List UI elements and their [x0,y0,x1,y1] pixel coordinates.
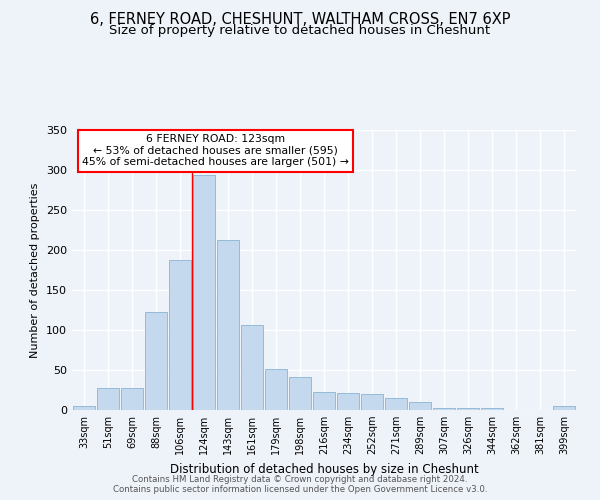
Y-axis label: Number of detached properties: Number of detached properties [31,182,40,358]
Text: 6 FERNEY ROAD: 123sqm
← 53% of detached houses are smaller (595)
45% of semi-det: 6 FERNEY ROAD: 123sqm ← 53% of detached … [82,134,349,168]
Bar [553,406,575,410]
Bar [481,408,503,410]
Bar [217,240,239,410]
Text: Contains HM Land Registry data © Crown copyright and database right 2024.: Contains HM Land Registry data © Crown c… [132,475,468,484]
Bar [337,393,359,410]
Bar [169,260,191,410]
Bar [409,402,431,410]
Text: Contains public sector information licensed under the Open Government Licence v3: Contains public sector information licen… [113,485,487,494]
Bar [145,312,167,410]
Text: Size of property relative to detached houses in Cheshunt: Size of property relative to detached ho… [109,24,491,37]
Bar [73,406,95,410]
Bar [265,369,287,410]
Text: 6, FERNEY ROAD, CHESHUNT, WALTHAM CROSS, EN7 6XP: 6, FERNEY ROAD, CHESHUNT, WALTHAM CROSS,… [90,12,510,28]
Bar [313,392,335,410]
Bar [433,408,455,410]
Bar [289,377,311,410]
Bar [241,325,263,410]
X-axis label: Distribution of detached houses by size in Cheshunt: Distribution of detached houses by size … [170,462,478,475]
Bar [457,408,479,410]
Bar [193,175,215,410]
Bar [385,398,407,410]
Bar [361,394,383,410]
Bar [121,388,143,410]
Bar [97,388,119,410]
